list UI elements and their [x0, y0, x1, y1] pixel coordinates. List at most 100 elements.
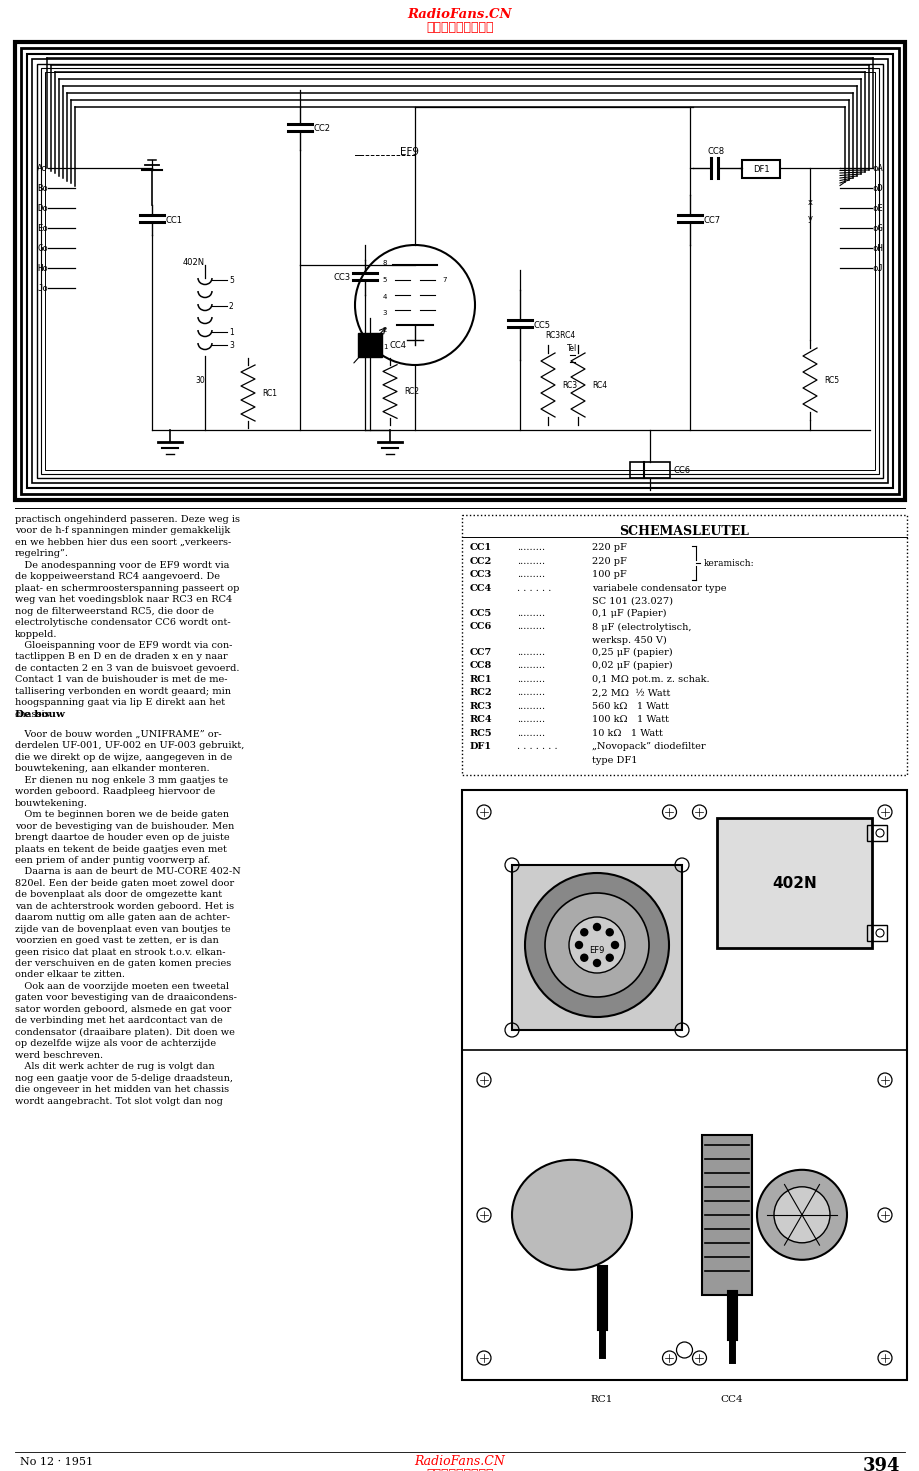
Circle shape	[568, 916, 624, 972]
Circle shape	[593, 924, 600, 931]
Text: .........: .........	[516, 622, 545, 631]
Circle shape	[756, 1169, 846, 1259]
Text: 5: 5	[382, 277, 387, 282]
Text: Go: Go	[37, 244, 48, 253]
Text: oD: oD	[871, 184, 882, 193]
Text: CC4: CC4	[720, 1395, 743, 1403]
Text: 394: 394	[862, 1456, 899, 1471]
Text: oA: oA	[871, 163, 882, 172]
Text: .........: .........	[516, 728, 545, 738]
Text: 30: 30	[195, 375, 205, 384]
Text: 5: 5	[229, 275, 233, 284]
Bar	[41, 68, 878, 474]
Text: CC5: CC5	[533, 321, 550, 330]
Text: . . . . . .: . . . . . .	[516, 584, 550, 593]
Text: CC3: CC3	[470, 569, 492, 580]
Text: 10 kΩ   1 Watt: 10 kΩ 1 Watt	[591, 728, 663, 738]
Text: DF1: DF1	[470, 743, 492, 752]
Bar	[37, 65, 882, 478]
Text: 560 kΩ   1 Watt: 560 kΩ 1 Watt	[591, 702, 668, 710]
Circle shape	[593, 959, 600, 966]
Text: 0,25 μF (papier): 0,25 μF (papier)	[591, 647, 672, 658]
Text: CC2: CC2	[313, 124, 331, 132]
Text: 0,1 MΩ pot.m. z. schak.: 0,1 MΩ pot.m. z. schak.	[591, 675, 709, 684]
Bar	[866, 825, 886, 841]
Text: CC2: CC2	[470, 556, 492, 565]
Text: RC1: RC1	[470, 675, 492, 684]
Circle shape	[606, 928, 613, 936]
Text: 2,2 MΩ  ½ Watt: 2,2 MΩ ½ Watt	[591, 688, 670, 697]
Text: RC5: RC5	[823, 375, 838, 384]
Text: 2: 2	[229, 302, 233, 310]
Text: oE: oE	[871, 203, 882, 212]
Circle shape	[611, 941, 618, 949]
Text: x: x	[807, 197, 811, 206]
Text: RadioFans.CN: RadioFans.CN	[414, 1455, 505, 1468]
Text: oG: oG	[871, 224, 882, 232]
Text: .........: .........	[516, 715, 545, 724]
Text: RadioFans.CN: RadioFans.CN	[407, 7, 512, 21]
Bar	[21, 49, 898, 494]
Text: Bo: Bo	[37, 184, 48, 193]
Text: 402N: 402N	[771, 875, 816, 890]
Bar	[461, 790, 906, 1380]
Text: EF9: EF9	[400, 147, 419, 157]
Text: 100 kΩ   1 Watt: 100 kΩ 1 Watt	[591, 715, 668, 724]
Bar	[701, 1134, 751, 1294]
Text: 收音机爱好者资料库: 收音机爱好者资料库	[425, 21, 494, 34]
Text: practisch ongehinderd passeren. Deze weg is
voor de h-f spanningen minder gemakk: practisch ongehinderd passeren. Deze weg…	[15, 515, 240, 719]
Text: DF1: DF1	[752, 165, 768, 174]
Text: CC1: CC1	[470, 543, 492, 552]
Text: SC 101 (23.027): SC 101 (23.027)	[591, 597, 673, 606]
Text: .........: .........	[516, 556, 545, 565]
Text: 3: 3	[382, 310, 387, 316]
Bar	[27, 54, 892, 488]
Text: Do: Do	[37, 203, 48, 212]
Text: .........: .........	[516, 702, 545, 710]
Text: CC4: CC4	[390, 340, 406, 350]
Text: keramisch:: keramisch:	[703, 559, 754, 568]
Text: RC4: RC4	[591, 381, 607, 390]
Bar	[716, 818, 871, 947]
Text: „Novopack” diodefilter: „Novopack” diodefilter	[591, 743, 705, 752]
Circle shape	[580, 955, 587, 961]
Text: Voor de bouw worden „UNIFRAME” or-
derdelen UF-001, UF-002 en UF-003 gebruikt,
d: Voor de bouw worden „UNIFRAME” or- derde…	[15, 730, 244, 1106]
Text: 8 μF (electrolytisch,: 8 μF (electrolytisch,	[591, 622, 691, 631]
Bar	[461, 515, 906, 775]
Text: oJ: oJ	[871, 263, 882, 272]
Text: oH: oH	[871, 244, 882, 253]
Text: .........: .........	[516, 543, 545, 552]
Text: 402N: 402N	[183, 257, 205, 266]
Bar	[630, 462, 669, 478]
Text: RC4: RC4	[470, 715, 492, 724]
Text: No 12 · 1951: No 12 · 1951	[20, 1456, 93, 1467]
Text: Ho: Ho	[37, 263, 48, 272]
Text: De bouw: De bouw	[15, 710, 65, 719]
Text: 8: 8	[382, 260, 387, 266]
Text: type DF1: type DF1	[591, 756, 637, 765]
Text: CC8: CC8	[470, 662, 492, 671]
Text: 7: 7	[442, 277, 447, 282]
Text: 1: 1	[229, 328, 233, 337]
Circle shape	[575, 941, 582, 949]
Text: 0,02 μF (papier): 0,02 μF (papier)	[591, 662, 672, 671]
Circle shape	[773, 1187, 829, 1243]
Text: RC2: RC2	[470, 688, 492, 697]
Text: 收音机爱好者资料库: 收音机爱好者资料库	[425, 1468, 494, 1471]
Bar	[15, 43, 904, 500]
Circle shape	[580, 928, 587, 936]
Text: .........: .........	[516, 569, 545, 580]
Text: Jo: Jo	[37, 284, 48, 293]
Text: CC7: CC7	[470, 647, 492, 656]
Text: .........: .........	[516, 662, 545, 671]
Text: EF9: EF9	[589, 946, 604, 955]
Bar	[866, 925, 886, 941]
Text: RC1: RC1	[590, 1395, 613, 1403]
Text: y: y	[807, 213, 811, 222]
Circle shape	[606, 955, 613, 961]
Text: CC6: CC6	[674, 465, 690, 475]
Text: CC7: CC7	[703, 215, 720, 225]
Text: 1: 1	[382, 344, 387, 350]
Text: . . . . . . .: . . . . . . .	[516, 743, 557, 752]
Text: werksp. 450 V): werksp. 450 V)	[591, 635, 666, 644]
